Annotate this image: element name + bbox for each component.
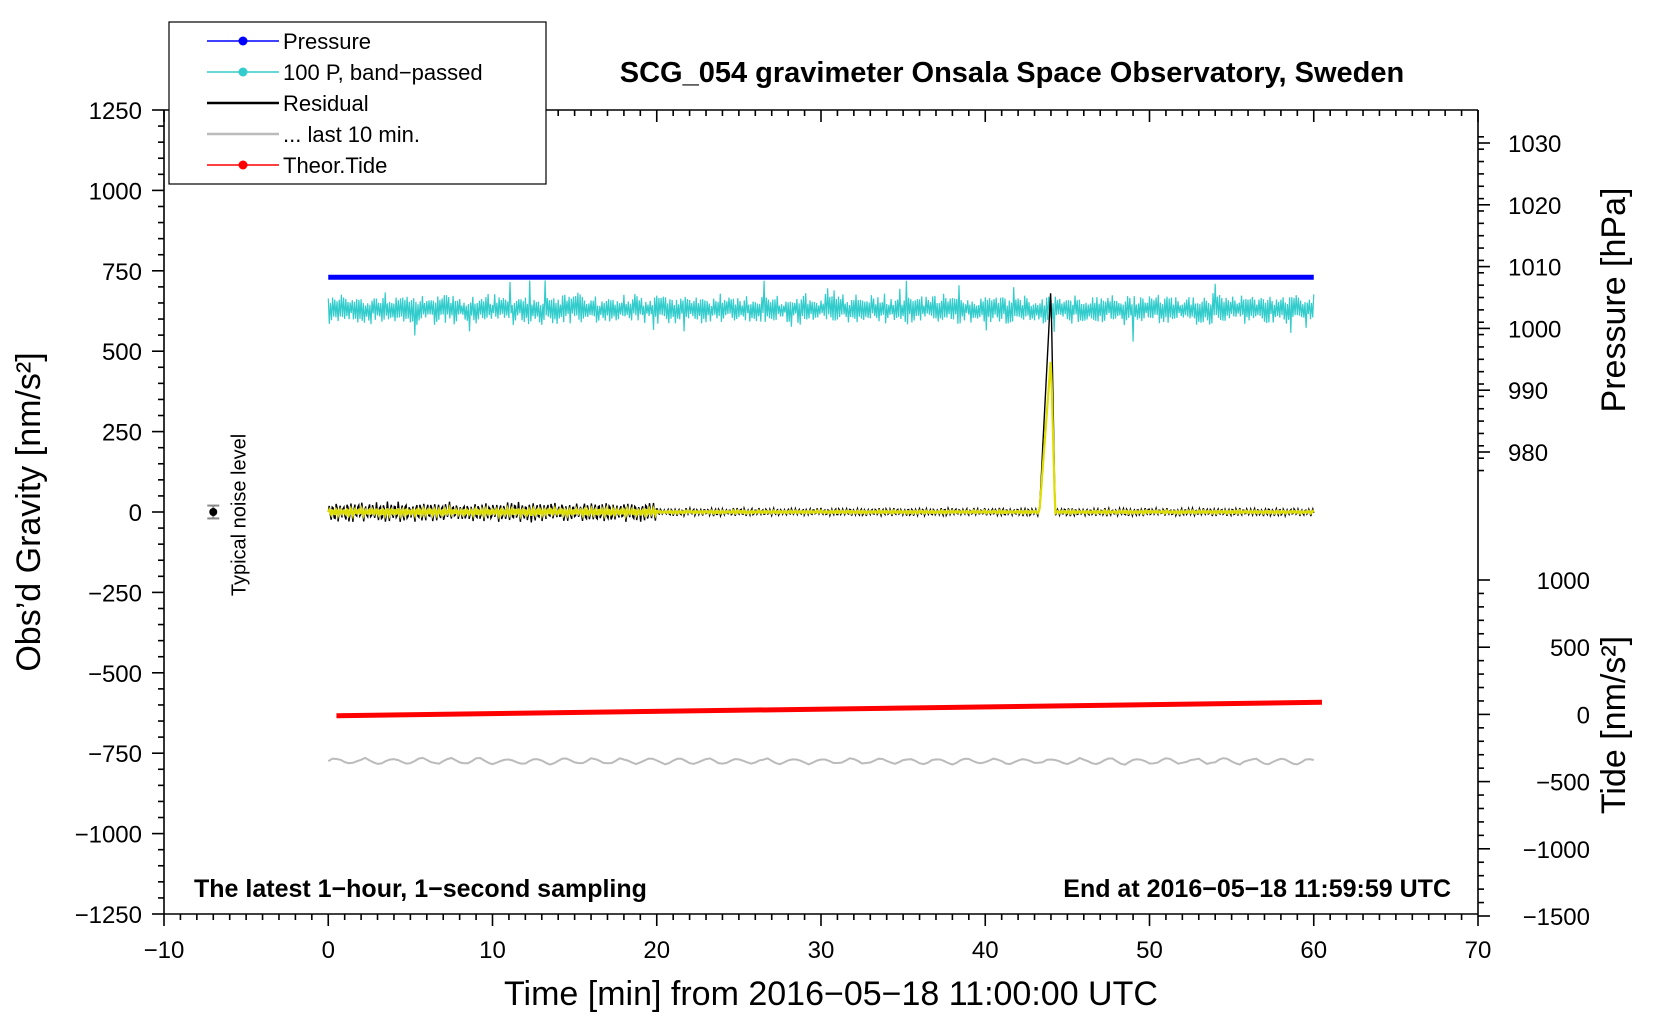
x-tick-label: 60 bbox=[1300, 937, 1327, 964]
y-tide-tick-label: 1000 bbox=[1537, 568, 1590, 595]
x-axis-label: Time [min] from 2016−05−18 11:00:00 UTC bbox=[504, 975, 1158, 1013]
y-tide-tick-label: −1000 bbox=[1523, 837, 1590, 864]
legend-label: 100 P, band−passed bbox=[283, 60, 483, 85]
series-last-10-min bbox=[327, 756, 1315, 766]
y-tide-axis-label: Tide [nm/s²] bbox=[1595, 636, 1633, 814]
chart-title: SCG_054 gravimeter Onsala Space Observat… bbox=[620, 57, 1404, 89]
series-residual bbox=[327, 293, 1315, 523]
y-left-tick-label: 750 bbox=[102, 259, 142, 286]
y-pressure-tick-label: 990 bbox=[1508, 378, 1548, 405]
x-tick-label: 0 bbox=[322, 937, 335, 964]
y-left-tick-label: 1000 bbox=[89, 178, 142, 205]
noise-level-label: Typical noise level bbox=[228, 434, 250, 596]
y-pressure-tick-label: 1030 bbox=[1508, 131, 1561, 158]
y-left-tick-label: −1250 bbox=[75, 902, 142, 929]
y-left-tick-label: 1250 bbox=[89, 98, 142, 125]
y-pressure-tick-label: 1000 bbox=[1508, 316, 1561, 343]
y-left-tick-label: −1000 bbox=[75, 822, 142, 849]
y-tide-tick-label: 500 bbox=[1550, 635, 1590, 662]
y-tide-tick-label: 0 bbox=[1577, 702, 1590, 729]
y-left-tick-label: −250 bbox=[88, 580, 142, 607]
y-left-tick-label: −500 bbox=[88, 661, 142, 688]
y-pressure-tick-label: 1010 bbox=[1508, 255, 1561, 282]
x-tick-label: 50 bbox=[1136, 937, 1163, 964]
legend-marker bbox=[238, 36, 248, 46]
y-pressure-tick-label: 1020 bbox=[1508, 193, 1561, 220]
y-left-axis-label: Obs’d Gravity [nm/s²] bbox=[10, 352, 48, 671]
y-left-tick-label: 250 bbox=[102, 420, 142, 447]
x-tick-label: 30 bbox=[808, 937, 835, 964]
x-tick-label: 10 bbox=[479, 937, 506, 964]
legend-label: Residual bbox=[283, 91, 369, 116]
annotation-sampling: The latest 1−hour, 1−second sampling bbox=[194, 875, 647, 903]
y-left-tick-label: 500 bbox=[102, 339, 142, 366]
annotation-end-time: End at 2016−05−18 11:59:59 UTC bbox=[1063, 875, 1451, 903]
legend-marker bbox=[238, 67, 248, 77]
y-pressure-tick-label: 980 bbox=[1508, 440, 1548, 467]
noise-level-point bbox=[209, 508, 218, 516]
y-tide-tick-label: −500 bbox=[1536, 770, 1590, 797]
series-band-passed-pressure bbox=[327, 280, 1315, 342]
series-residual-filtered bbox=[327, 361, 1315, 520]
x-tick-label: 70 bbox=[1465, 937, 1492, 964]
x-tick-label: 40 bbox=[972, 937, 999, 964]
legend-label: Theor.Tide bbox=[283, 153, 387, 178]
legend-label: Pressure bbox=[283, 29, 371, 54]
y-left-tick-label: −750 bbox=[88, 741, 142, 768]
x-tick-label: −10 bbox=[144, 937, 185, 964]
series-theoretical-tide bbox=[336, 699, 1322, 719]
x-tick-label: 20 bbox=[643, 937, 670, 964]
y-pressure-axis-label: Pressure [hPa] bbox=[1595, 188, 1633, 413]
y-left-tick-label: 0 bbox=[129, 500, 142, 527]
legend-label: ... last 10 min. bbox=[283, 122, 420, 147]
y-tide-tick-label: −1500 bbox=[1523, 904, 1590, 931]
legend-marker bbox=[238, 160, 248, 170]
